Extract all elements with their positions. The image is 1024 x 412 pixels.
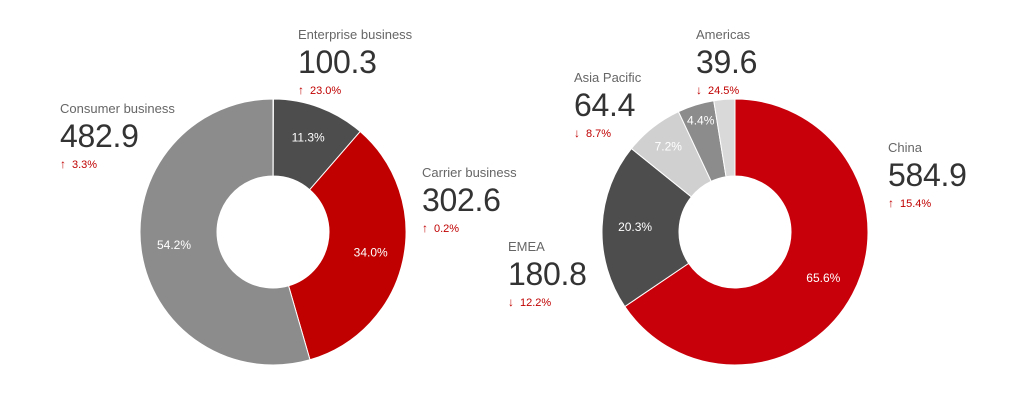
percent-label-emea: 20.3% [618,220,652,234]
value-label: 39.6 [696,44,758,80]
percent-label-americas: 4.4% [687,113,715,127]
percent-label-asia-pacific: 7.2% [655,139,683,153]
arrow-up-icon: ↑ [298,83,304,97]
callout-americas: Americas 39.6 ↓ 24.5% [696,28,757,97]
change-label: ↓ 8.7% [574,126,612,140]
percent-label-carrier-business: 34.0% [354,246,388,260]
change-label: ↑ 3.3% [60,157,98,171]
value-label: 180.8 [508,256,587,292]
percent-label-enterprise-business: 11.3% [292,131,325,145]
callout-carrier-business: Carrier business 302.6 ↑ 0.2% [422,166,517,235]
category-label: China [888,140,922,155]
arrow-down-icon: ↓ [508,295,514,309]
change-label: ↓ 12.2% [508,295,552,309]
arrow-up-icon: ↑ [422,221,428,235]
change-label: ↓ 24.5% [696,83,740,97]
category-label: Asia Pacific [574,70,642,85]
arrow-down-icon: ↓ [696,83,702,97]
value-label: 482.9 [60,118,139,154]
change-label: ↑ 23.0% [298,83,342,97]
callout-asia-pacific: Asia Pacific 64.4 ↓ 8.7% [574,71,641,140]
callout-china: China 584.9 ↑ 15.4% [888,141,967,210]
value-label: 584.9 [888,157,967,193]
slice-carrier-business [287,130,407,361]
category-label: EMEA [508,239,545,254]
percent-label-china: 65.6% [806,271,840,285]
change-label: ↑ 15.4% [888,196,932,210]
value-label: 64.4 [574,87,636,123]
category-label: Americas [696,27,751,42]
category-label: Enterprise business [298,27,413,42]
arrow-down-icon: ↓ [574,126,580,140]
callout-enterprise-business: Enterprise business 100.3 ↑ 23.0% [298,28,412,97]
value-label: 100.3 [298,44,377,80]
category-label: Carrier business [422,165,517,180]
slice-china [624,98,869,366]
arrow-up-icon: ↑ [888,196,894,210]
category-label: Consumer business [60,101,175,116]
slice-other [713,98,736,178]
slice-emea [601,147,693,308]
percent-label-consumer-business: 54.2% [157,238,191,252]
slice-consumer-business [139,98,311,366]
callout-consumer-business: Consumer business 482.9 ↑ 3.3% [60,102,175,171]
callout-emea: EMEA 180.8 ↓ 12.2% [508,240,587,309]
value-label: 302.6 [422,182,501,218]
change-label: ↑ 0.2% [422,221,460,235]
arrow-up-icon: ↑ [60,157,66,171]
